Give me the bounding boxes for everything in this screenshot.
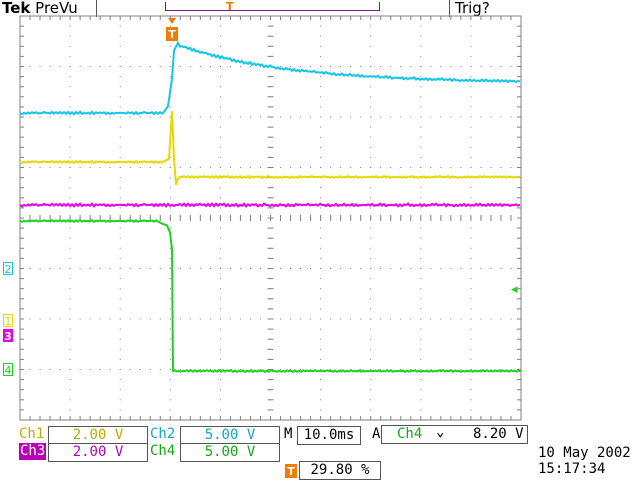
waveform-traces xyxy=(19,40,522,374)
ch3-waveform xyxy=(19,202,521,208)
ch2-ground-marker[interactable]: 2 xyxy=(3,262,13,276)
ch1-scale[interactable]: 2.00 V xyxy=(48,426,148,445)
trigger-mode: A xyxy=(372,426,381,442)
timebase-value[interactable]: 10.0ms xyxy=(297,426,361,445)
ch2-label: Ch2 xyxy=(150,426,176,442)
timebase-prefix: M xyxy=(284,426,293,442)
ch2-waveform xyxy=(19,40,521,116)
brand-logo: Tek xyxy=(2,0,31,17)
ch1-waveform xyxy=(19,111,521,186)
ch3-label: Ch3 xyxy=(19,443,47,460)
header-divider xyxy=(449,0,450,17)
ch4-ground-marker[interactable]: 4 xyxy=(3,363,13,377)
ch1-label: Ch1 xyxy=(19,426,45,442)
date-readout: 10 May 2002 xyxy=(538,445,631,461)
trigger-position-value[interactable]: 29.80 % xyxy=(299,461,381,480)
trigger-arrow-icon xyxy=(168,18,176,24)
ch4-label: Ch4 xyxy=(150,443,176,459)
record-view-bar[interactable] xyxy=(165,2,380,11)
graticule xyxy=(19,15,522,421)
trigger-source: Ch4 xyxy=(397,426,423,442)
falling-edge-icon: ⌄ xyxy=(436,424,445,440)
header-bar: Tek PreVu xyxy=(2,0,78,17)
ch3-scale[interactable]: 2.00 V xyxy=(48,443,148,462)
trigger-level[interactable]: 8.20 V xyxy=(473,426,524,442)
acquisition-mode: PreVu xyxy=(35,0,78,17)
trigger-state: Trig? xyxy=(455,0,490,17)
trigger-level-arrow-icon[interactable]: ◂ xyxy=(511,282,518,297)
ch1-ground-marker[interactable]: 1 xyxy=(3,314,13,328)
trigger-position-icon: T xyxy=(285,464,297,478)
trigger-position-marker[interactable]: T xyxy=(166,27,178,41)
trigger-readout-box xyxy=(381,425,528,444)
ch4-waveform xyxy=(19,218,522,374)
time-readout: 15:17:34 xyxy=(538,461,606,477)
record-trigger-point-icon: T xyxy=(226,0,234,13)
ch3-ground-marker[interactable]: 3 xyxy=(3,329,13,343)
ch4-scale[interactable]: 5.00 V xyxy=(180,443,280,462)
header-divider xyxy=(96,0,97,17)
